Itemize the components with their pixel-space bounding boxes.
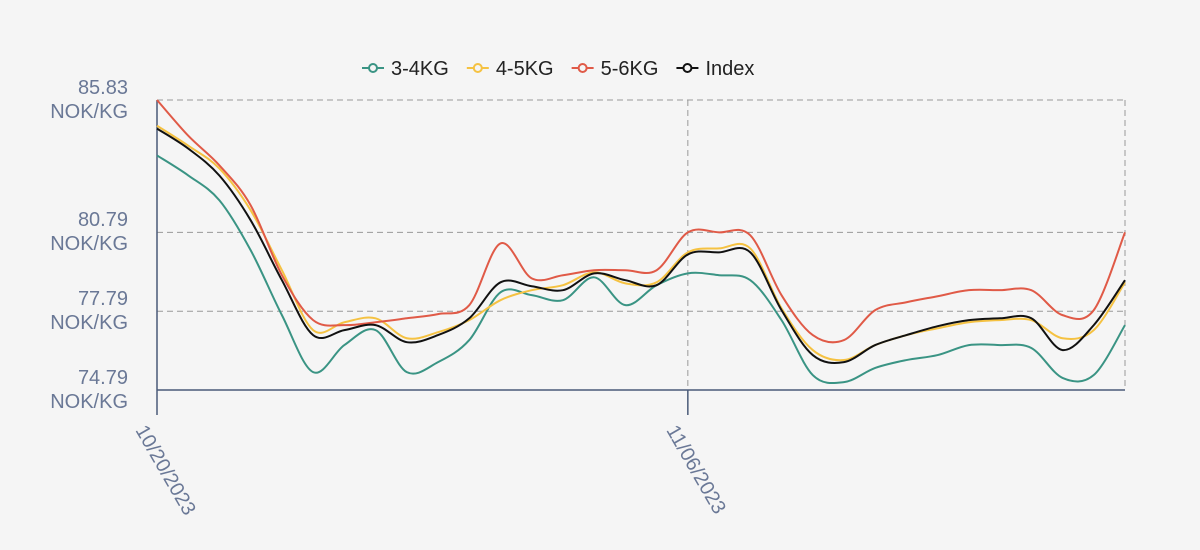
legend-item: 4-5KG	[466, 58, 554, 80]
series-line	[156, 127, 1126, 364]
legend-marker	[472, 63, 483, 73]
legend-label: 3-4KG	[391, 58, 449, 80]
y-tick-label: 77.79 NOK/KG	[50, 288, 128, 335]
y-tick-label: 80.79 NOK/KG	[50, 209, 128, 256]
legend-label: 4-5KG	[496, 58, 554, 80]
series-line	[156, 124, 1126, 362]
legend-item: 5-6KG	[571, 58, 659, 80]
x-tick-label: 10/20/2023	[131, 422, 200, 520]
legend-item: 3-4KG	[362, 58, 449, 80]
legend-marker	[577, 63, 588, 73]
series-line	[156, 99, 1126, 344]
y-tick-label: 74.79 NOK/KG	[50, 367, 128, 413]
legend-label: Index	[705, 58, 754, 80]
series-line	[156, 154, 1126, 385]
y-tick-label: 85.83 NOK/KG	[50, 77, 128, 123]
legend-marker	[368, 63, 378, 73]
legend-item: Index	[676, 58, 754, 80]
legend-label: 5-6KG	[601, 58, 659, 80]
legend-marker	[682, 63, 693, 73]
x-tick-label: 11/06/2023	[662, 422, 730, 518]
